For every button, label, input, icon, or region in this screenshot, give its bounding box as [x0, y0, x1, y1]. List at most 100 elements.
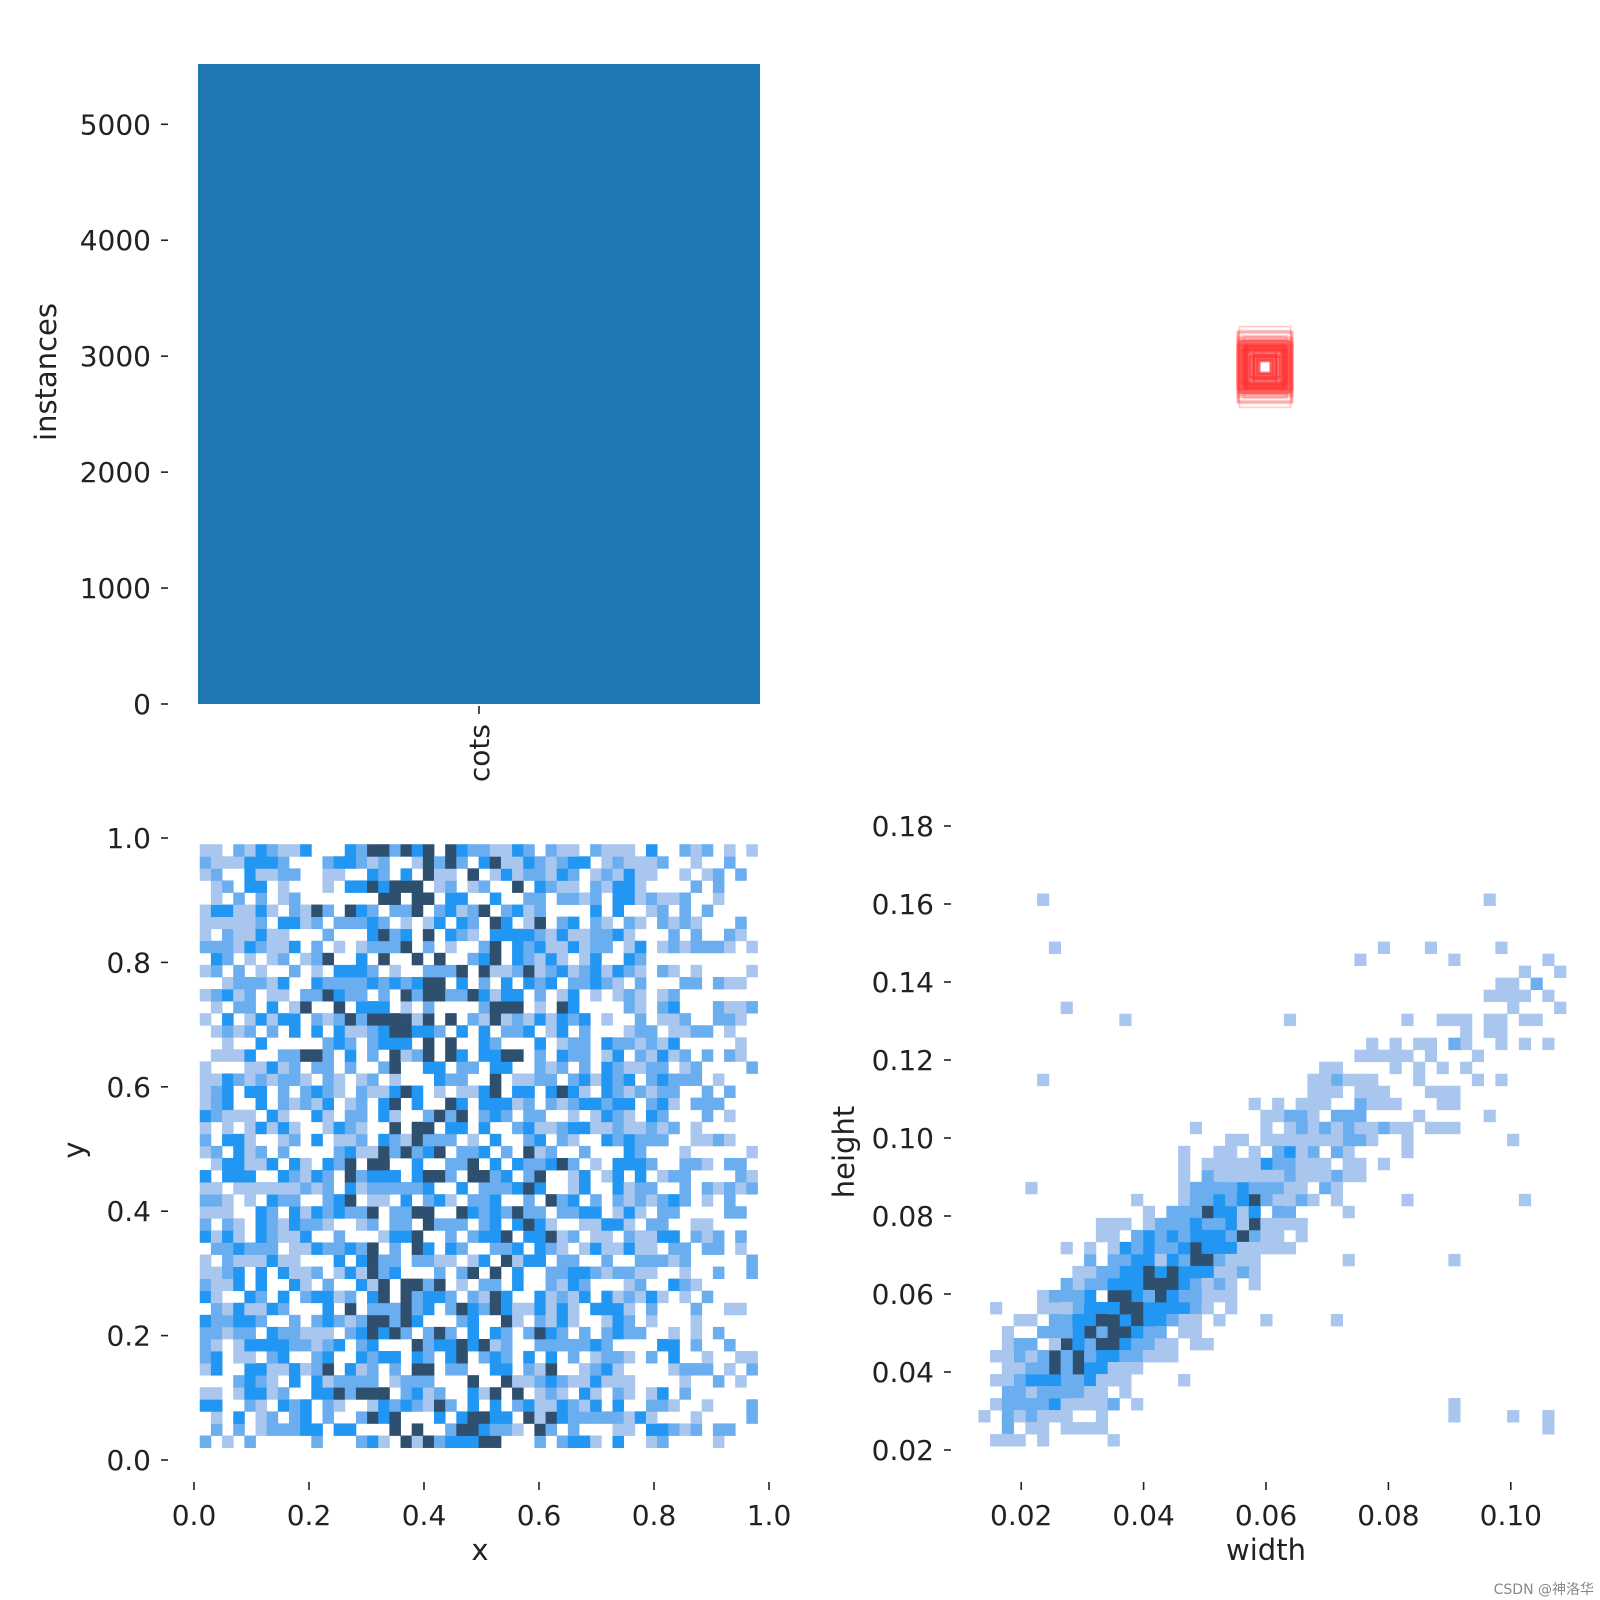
- histogram-cell: [724, 976, 736, 990]
- label-box: [1244, 346, 1286, 388]
- histogram-cell: [1213, 1253, 1226, 1267]
- histogram-cell: [445, 989, 457, 1002]
- histogram-cell: [355, 976, 368, 990]
- histogram-cell: [567, 1399, 580, 1412]
- histogram-cell: [657, 989, 669, 1002]
- histogram-cell: [244, 904, 256, 918]
- histogram-cell: [1060, 1374, 1073, 1387]
- histogram-cell: [1095, 1410, 1109, 1423]
- histogram-cell: [712, 880, 725, 893]
- histogram-cell: [456, 1363, 468, 1376]
- histogram-cell: [478, 844, 491, 857]
- histogram-cell: [1225, 1289, 1238, 1303]
- label-box: [1252, 349, 1278, 385]
- histogram-cell: [300, 1399, 312, 1412]
- histogram-cell: [1131, 1277, 1144, 1291]
- histogram-cell: [1448, 1097, 1461, 1111]
- histogram-cell: [623, 1230, 636, 1243]
- histogram-cell: [367, 1326, 379, 1340]
- histogram-cell: [311, 1338, 323, 1352]
- label-box: [1237, 345, 1293, 389]
- label-box: [1253, 349, 1277, 385]
- histogram-cell: [701, 940, 714, 954]
- histogram-cell: [445, 1157, 457, 1171]
- histogram-cell: [1084, 1362, 1097, 1375]
- histogram-cell: [556, 1266, 569, 1280]
- histogram-cell: [434, 1025, 446, 1038]
- histogram-cell: [333, 1338, 346, 1352]
- histogram-cell: [512, 1013, 524, 1026]
- histogram-cell: [355, 1242, 368, 1255]
- histogram-cell: [1072, 1289, 1085, 1303]
- histogram-cell: [355, 1145, 368, 1159]
- histogram-cell: [523, 844, 535, 857]
- histogram-cell: [590, 1242, 602, 1255]
- histogram-cell: [623, 1025, 636, 1038]
- histogram-cell: [255, 928, 268, 942]
- histogram-cell: [199, 1097, 212, 1111]
- histogram-cell: [1436, 1097, 1449, 1111]
- bar-cots: [198, 64, 760, 704]
- histogram-cell: [679, 868, 691, 881]
- histogram-cell: [500, 1302, 513, 1316]
- histogram-cell: [411, 1302, 424, 1316]
- histogram-cell: [255, 1073, 268, 1086]
- histogram-cell: [489, 856, 502, 869]
- histogram-cell: [266, 1194, 279, 1207]
- histogram-cell: [355, 1387, 368, 1400]
- histogram-cell: [523, 1206, 535, 1219]
- label-box: [1244, 349, 1286, 385]
- histogram-cell: [199, 1109, 212, 1123]
- histogram-cell: [344, 1097, 357, 1111]
- histogram-cell: [378, 1399, 390, 1412]
- histogram-cell: [567, 989, 580, 1002]
- histogram-cell: [1213, 1289, 1226, 1303]
- histogram-cell: [255, 1182, 268, 1195]
- histogram-cell: [1283, 1109, 1297, 1123]
- histogram-cell: [344, 1170, 357, 1183]
- histogram-cell: [233, 1133, 245, 1147]
- histogram-cell: [322, 1157, 335, 1171]
- histogram-cell: [244, 1085, 256, 1099]
- histogram-cell: [288, 1242, 301, 1255]
- histogram-cell: [735, 928, 747, 942]
- histogram-cell: [1189, 1205, 1203, 1219]
- histogram-cell: [601, 1375, 613, 1388]
- histogram-cell: [478, 1290, 491, 1304]
- histogram-cell: [1025, 1398, 1038, 1411]
- histogram-cell: [679, 844, 691, 857]
- histogram-cell: [657, 1194, 669, 1207]
- histogram-cell: [712, 1182, 725, 1195]
- histogram-cell: [1084, 1265, 1097, 1279]
- histogram-cell: [1260, 1169, 1273, 1183]
- histogram-cell: [701, 904, 714, 918]
- histogram-cell: [534, 952, 546, 966]
- histogram-cell: [1366, 1121, 1379, 1135]
- histogram-cell: [1084, 1337, 1097, 1351]
- histogram-cell: [701, 1218, 714, 1231]
- histogram-cell: [489, 1399, 502, 1412]
- histogram-cell: [724, 1302, 736, 1316]
- histogram-cell: [355, 1363, 368, 1376]
- histogram-cell: [288, 1266, 301, 1280]
- label-box: [1239, 348, 1291, 386]
- histogram-cell: [1025, 1313, 1038, 1327]
- histogram-cell: [344, 880, 357, 893]
- histogram-cell: [534, 916, 546, 930]
- histogram-cell: [422, 868, 435, 881]
- histogram-cell: [311, 1061, 323, 1074]
- histogram-cell: [1095, 1301, 1109, 1315]
- histogram-cell: [612, 856, 625, 869]
- label-box: [1245, 347, 1285, 387]
- histogram-cell: [1095, 1386, 1109, 1399]
- histogram-cell: [222, 1194, 234, 1207]
- histogram-cell: [500, 1097, 513, 1111]
- histogram-cell: [277, 1290, 290, 1304]
- histogram-cell: [712, 1435, 725, 1448]
- label-box: [1252, 352, 1278, 382]
- histogram-cell: [579, 892, 591, 905]
- histogram-cell: [1178, 1157, 1191, 1171]
- histogram-cell: [567, 1230, 580, 1243]
- histogram-cell: [255, 1061, 268, 1074]
- histogram-cell: [579, 1182, 591, 1195]
